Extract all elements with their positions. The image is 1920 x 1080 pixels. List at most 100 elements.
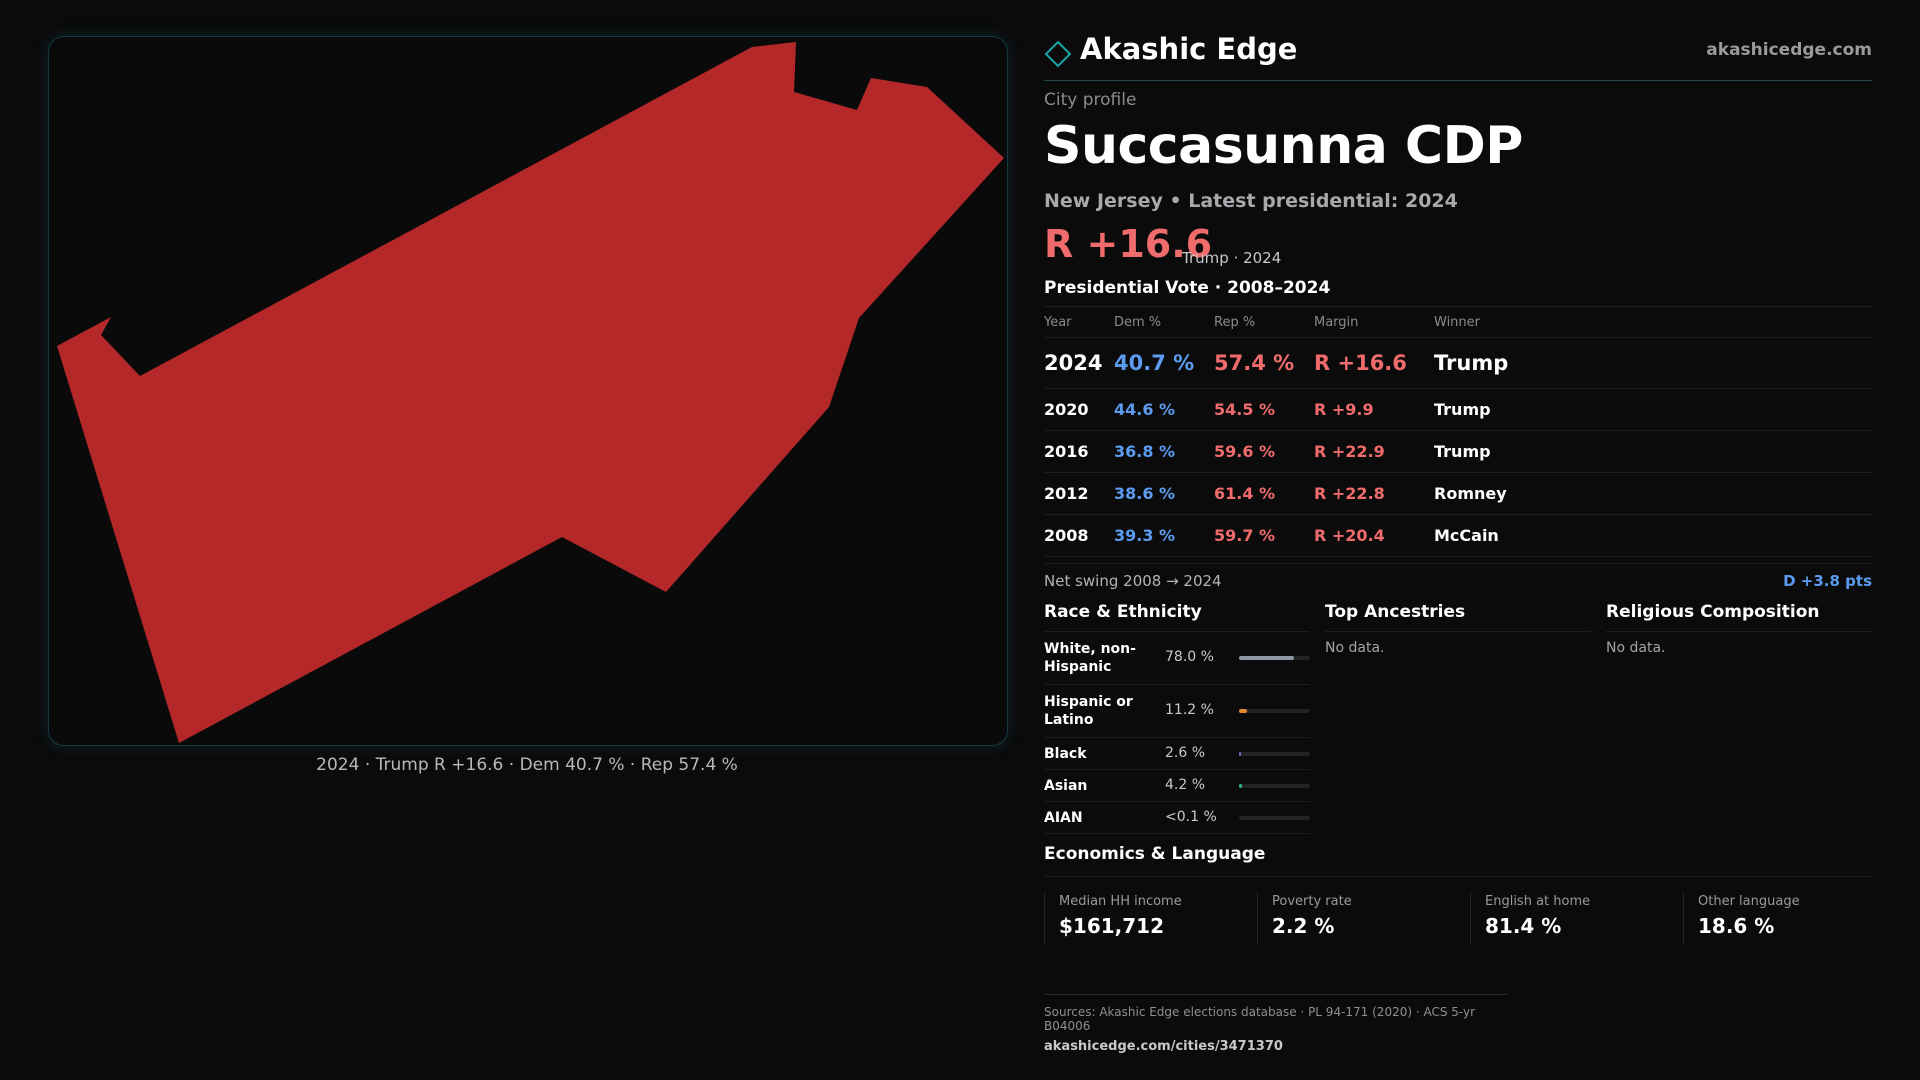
ethnicity-bar-track [1239, 816, 1310, 820]
ethnicity-name: White, non-Hispanic [1044, 641, 1136, 675]
cell-rep: 59.7 % [1214, 526, 1276, 545]
cell-margin: R +22.9 [1314, 442, 1385, 461]
religious-composition-title: Religious Composition [1606, 598, 1872, 632]
table-row: 2016 36.8 % 59.6 % R +22.9 Trump [1044, 431, 1872, 473]
brand-name: Akashic Edge [1080, 32, 1298, 66]
econ-card-english: English at home 81.4 % [1470, 892, 1667, 944]
ethnicity-bar-track [1239, 752, 1310, 756]
latest-margin: R +16.6 [1044, 222, 1213, 266]
ethnicity-name: Black [1044, 746, 1087, 762]
cell-dem: 40.7 % [1114, 351, 1195, 375]
header-rep: Rep % [1214, 315, 1256, 330]
brand-site-link[interactable]: akashicedge.com [1706, 40, 1872, 60]
religion-empty-text: No data. [1606, 640, 1666, 656]
cell-margin: R +16.6 [1314, 351, 1407, 375]
ethnicity-bar-track [1239, 656, 1310, 660]
econ-label: Median HH income [1059, 894, 1182, 909]
cell-dem: 39.3 % [1114, 526, 1176, 545]
presidential-vote-table: Year Dem % Rep % Margin Winner 2024 40.7… [1044, 306, 1872, 557]
table-row: 2020 44.6 % 54.5 % R +9.9 Trump [1044, 389, 1872, 431]
brand-header: Akashic Edge akashicedge.com [1044, 32, 1872, 81]
ethnicity-row: White, non-Hispanic 78.0 % [1044, 632, 1310, 685]
econ-label: English at home [1485, 894, 1591, 909]
econ-card-income: Median HH income $161,712 [1044, 892, 1241, 944]
ethnicity-pct: <0.1 % [1165, 809, 1217, 825]
profile-panel: Akashic Edge akashicedge.com City profil… [1044, 0, 1872, 1080]
cell-rep: 59.6 % [1214, 442, 1276, 461]
ethnicity-bar-fill [1239, 656, 1294, 660]
religious-composition-section: Religious Composition No data. [1606, 598, 1872, 656]
table-row: 2024 40.7 % 57.4 % R +16.6 Trump [1044, 338, 1872, 389]
race-ethnicity-title: Race & Ethnicity [1044, 598, 1310, 632]
ethnicity-bar-fill [1239, 709, 1247, 713]
top-ancestries-title: Top Ancestries [1325, 598, 1591, 632]
ethnicity-bar-track [1239, 784, 1310, 788]
net-swing-label: Net swing 2008 → 2024 [1044, 572, 1222, 590]
cell-year: 2024 [1044, 351, 1103, 375]
econ-value: 81.4 % [1485, 914, 1562, 938]
cell-winner: Trump [1434, 400, 1491, 419]
ethnicity-pct: 11.2 % [1165, 702, 1214, 718]
ethnicity-bar-track [1239, 709, 1310, 713]
econ-label: Poverty rate [1272, 894, 1352, 909]
ethnicity-row: Black 2.6 % [1044, 738, 1310, 770]
cell-margin: R +22.8 [1314, 484, 1385, 503]
econ-value: 18.6 % [1698, 914, 1775, 938]
ethnicity-row: AIAN <0.1 % [1044, 802, 1310, 834]
sources-text: Sources: Akashic Edge elections database… [1044, 1005, 1476, 1033]
net-swing-row: Net swing 2008 → 2024 D +3.8 pts [1044, 563, 1872, 594]
economics-title: Economics & Language [1044, 844, 1872, 877]
cell-winner: Romney [1434, 484, 1507, 503]
cell-dem: 36.8 % [1114, 442, 1176, 461]
city-boundary-shape [57, 42, 1004, 743]
ethnicity-pct: 2.6 % [1165, 745, 1206, 761]
cell-margin: R +20.4 [1314, 526, 1385, 545]
table-row: 2012 38.6 % 61.4 % R +22.8 Romney [1044, 473, 1872, 515]
table-header-row: Year Dem % Rep % Margin Winner [1044, 306, 1872, 338]
cell-year: 2008 [1044, 526, 1089, 545]
latest-margin-note: Trump · 2024 [1182, 249, 1282, 267]
ethnicity-row: Asian 4.2 % [1044, 770, 1310, 802]
table-row: 2008 39.3 % 59.7 % R +20.4 McCain [1044, 515, 1872, 557]
city-boundary-map [57, 42, 1004, 743]
econ-label: Other language [1698, 894, 1800, 909]
cell-rep: 57.4 % [1214, 351, 1295, 375]
page-kicker: City profile [1044, 90, 1137, 110]
ethnicity-row: Hispanic or Latino 11.2 % [1044, 685, 1310, 738]
cell-dem: 38.6 % [1114, 484, 1176, 503]
diamond-logo-icon [1044, 40, 1072, 68]
cell-winner: Trump [1434, 442, 1491, 461]
econ-card-other-language: Other language 18.6 % [1683, 892, 1880, 944]
ancestries-empty-text: No data. [1325, 640, 1385, 656]
econ-value: $161,712 [1059, 914, 1165, 938]
header-dem: Dem % [1114, 315, 1162, 330]
ethnicity-bar-fill [1239, 784, 1242, 788]
header-winner: Winner [1434, 315, 1481, 330]
sources-footer: Sources: Akashic Edge elections database… [1044, 994, 1508, 1054]
race-ethnicity-section: Race & Ethnicity White, non-Hispanic 78.… [1044, 598, 1310, 834]
ethnicity-name: AIAN [1044, 810, 1083, 826]
page-title: Succasunna CDP [1044, 116, 1523, 176]
ethnicity-name: Asian [1044, 778, 1088, 794]
ethnicity-pct: 78.0 % [1165, 649, 1214, 665]
header-year: Year [1044, 315, 1072, 330]
cell-winner: Trump [1434, 351, 1509, 375]
ethnicity-pct: 4.2 % [1165, 777, 1206, 793]
map-caption: 2024 · Trump R +16.6 · Dem 40.7 % · Rep … [316, 755, 738, 775]
cell-year: 2016 [1044, 442, 1089, 461]
econ-card-poverty: Poverty rate 2.2 % [1257, 892, 1454, 944]
cell-dem: 44.6 % [1114, 400, 1176, 419]
cell-margin: R +9.9 [1314, 400, 1374, 419]
ethnicity-name: Hispanic or Latino [1044, 694, 1133, 728]
cell-winner: McCain [1434, 526, 1499, 545]
cell-year: 2012 [1044, 484, 1089, 503]
ethnicity-bar-fill [1239, 752, 1241, 756]
cell-rep: 54.5 % [1214, 400, 1276, 419]
cell-year: 2020 [1044, 400, 1089, 419]
page-subtitle: New Jersey • Latest presidential: 2024 [1044, 190, 1458, 212]
vote-table-title: Presidential Vote · 2008–2024 [1044, 278, 1331, 298]
map-panel[interactable] [48, 36, 1008, 746]
source-url-link[interactable]: akashicedge.com/cities/3471370 [1044, 1039, 1283, 1054]
header-margin: Margin [1314, 315, 1359, 330]
econ-value: 2.2 % [1272, 914, 1335, 938]
